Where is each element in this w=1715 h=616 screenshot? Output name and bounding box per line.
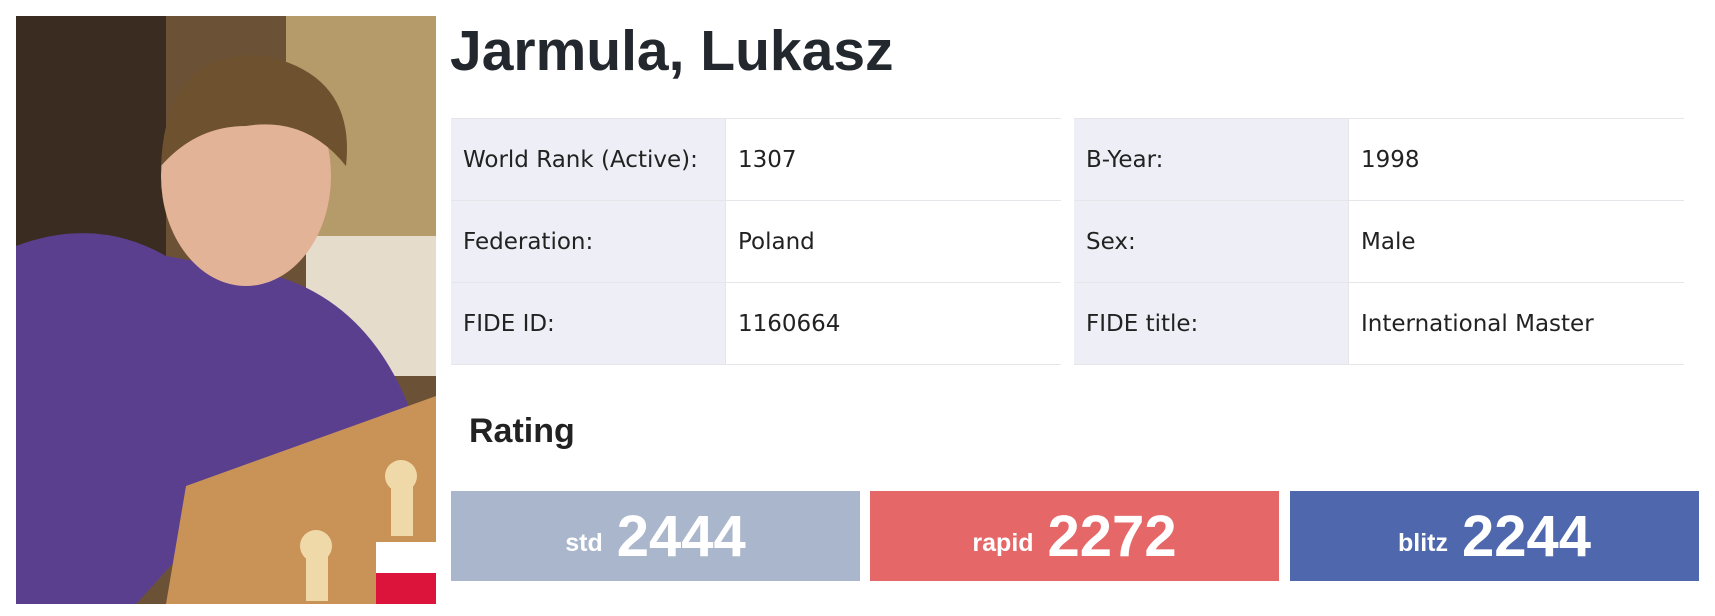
rating-value: 2244: [1461, 503, 1592, 569]
rating-label: rapid: [972, 528, 1034, 557]
rating-box: rapid 2272: [870, 491, 1279, 581]
field-label: FIDE title:: [1074, 283, 1349, 364]
field-value: 1160664: [738, 310, 841, 337]
rating-heading: Rating: [469, 412, 575, 450]
info-table: B-Year: 1998 Sex: Male FIDE title: Internatio…: [1074, 118, 1684, 365]
rating-value: 2444: [616, 503, 746, 569]
field-label: World Rank (Active):: [451, 119, 726, 200]
field-value: Male: [1361, 228, 1416, 255]
rating-label: blitz: [1397, 528, 1448, 557]
field-value: 1998: [1361, 146, 1420, 173]
player-photo: [16, 16, 436, 604]
info-row: FIDE title: International Master: [1074, 282, 1684, 365]
info-row: FIDE ID: 1160664: [451, 282, 1061, 365]
player-name: Jarmula, Lukasz: [450, 19, 894, 83]
field-label: Sex:: [1074, 201, 1349, 282]
field-label: B-Year:: [1074, 119, 1349, 200]
info-table: World Rank (Active): 1307 Federation: Polan…: [451, 118, 1061, 365]
rating-value: 2272: [1047, 503, 1177, 569]
field-value: International Master: [1361, 310, 1594, 337]
field-label: Federation:: [451, 201, 726, 282]
info-row: World Rank (Active): 1307: [451, 118, 1061, 200]
field-label: FIDE ID:: [451, 283, 726, 364]
info-row: Sex: Male: [1074, 200, 1684, 282]
info-row: Federation: Poland: [451, 200, 1061, 282]
field-value: 1307: [738, 146, 797, 173]
rating-label: std: [565, 528, 603, 557]
rating-box: std 2444: [451, 491, 860, 581]
field-value: Poland: [738, 228, 815, 255]
rating-box: blitz 2244: [1290, 491, 1699, 581]
info-row: B-Year: 1998: [1074, 118, 1684, 200]
